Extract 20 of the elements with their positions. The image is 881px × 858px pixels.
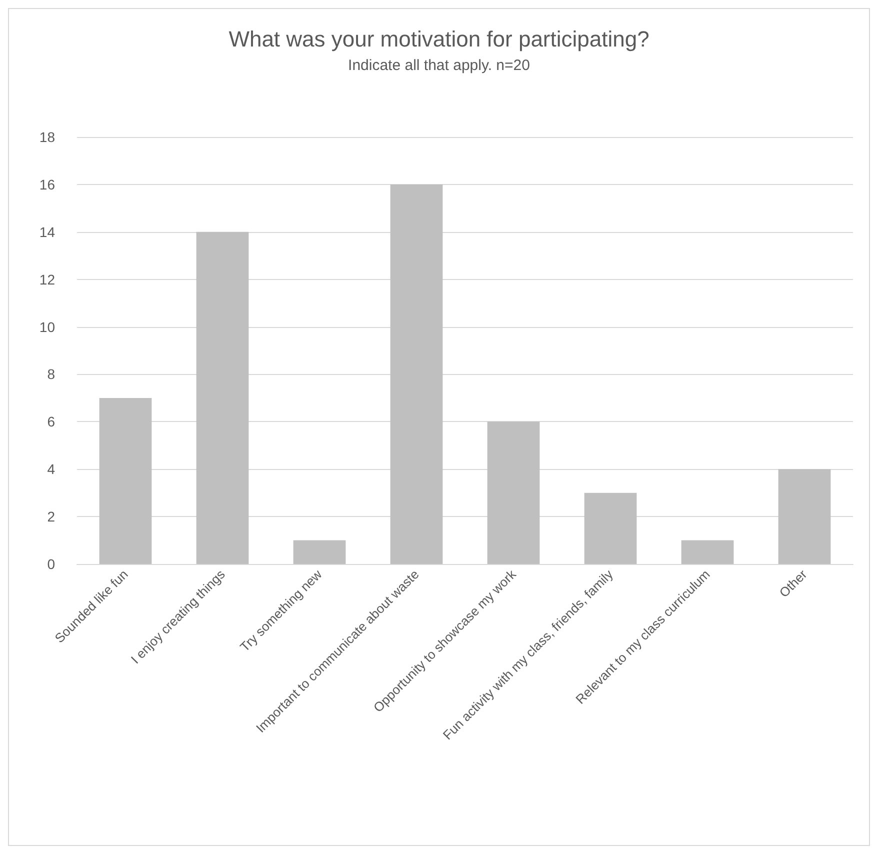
chart-subtitle: Indicate all that apply. n=20 [348, 57, 530, 74]
bar [681, 540, 734, 564]
chart-title: What was your motivation for participating? [228, 26, 650, 52]
y-tick-label: 16 [39, 176, 56, 192]
bar [584, 492, 637, 564]
y-tick-label: 0 [47, 556, 56, 572]
y-tick-label: 10 [39, 318, 56, 335]
y-tick-label: 14 [39, 224, 56, 240]
bar [196, 232, 249, 564]
y-tick-label: 18 [39, 129, 56, 145]
bar [487, 422, 540, 564]
y-tick-label: 12 [39, 271, 56, 288]
bar [293, 540, 346, 564]
bar [99, 398, 152, 564]
y-tick-label: 6 [47, 414, 56, 430]
bar [390, 184, 443, 564]
y-tick-label: 8 [47, 366, 56, 382]
y-tick-label: 4 [47, 461, 56, 478]
y-tick-label: 2 [47, 508, 56, 525]
bar [778, 469, 831, 564]
